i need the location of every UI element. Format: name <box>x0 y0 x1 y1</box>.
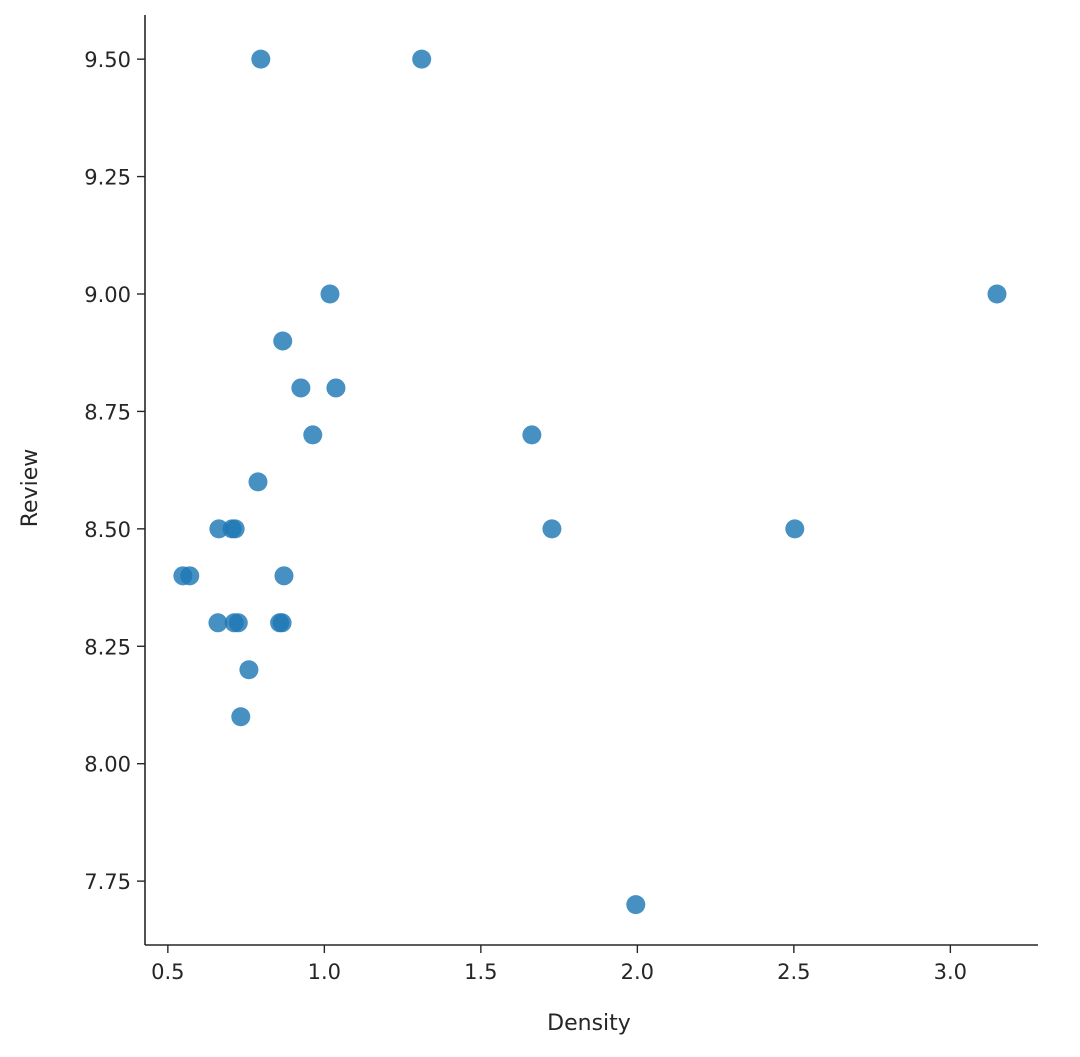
scatter-point <box>239 660 259 680</box>
y-tick-label: 8.75 <box>84 400 131 424</box>
data-points <box>173 49 1007 915</box>
y-axis-ticks: 7.75 8.00 8.25 8.50 8.75 9.00 9.25 9.50 <box>84 48 145 894</box>
scatter-point <box>251 49 271 69</box>
scatter-point <box>231 707 251 727</box>
scatter-point <box>273 331 293 351</box>
x-tick-label: 3.0 <box>934 960 967 984</box>
scatter-point <box>522 425 542 445</box>
y-tick-label: 8.50 <box>84 518 131 542</box>
scatter-point <box>785 519 805 539</box>
x-tick-label: 2.0 <box>621 960 654 984</box>
scatter-point <box>274 566 294 586</box>
x-tick-label: 2.5 <box>777 960 810 984</box>
scatter-point <box>326 378 346 398</box>
x-axis-label: Density <box>547 1011 631 1036</box>
scatter-point <box>320 284 340 304</box>
x-tick-label: 1.5 <box>464 960 497 984</box>
y-tick-label: 8.00 <box>84 753 131 777</box>
scatter-point <box>987 284 1007 304</box>
y-tick-label: 9.25 <box>84 166 131 190</box>
scatter-point <box>208 613 228 633</box>
scatter-point <box>225 519 245 539</box>
x-tick-label: 1.0 <box>308 960 341 984</box>
scatter-point <box>272 613 292 633</box>
x-tick-label: 0.5 <box>151 960 184 984</box>
y-tick-label: 9.50 <box>84 48 131 72</box>
y-tick-label: 7.75 <box>84 870 131 894</box>
y-tick-label: 8.25 <box>84 635 131 659</box>
x-axis-ticks: 0.5 1.0 1.5 2.0 2.5 3.0 <box>151 945 967 984</box>
scatter-point <box>626 895 646 915</box>
scatter-point <box>228 613 248 633</box>
scatter-point <box>412 49 432 69</box>
scatter-point <box>180 566 200 586</box>
scatter-point <box>209 519 229 539</box>
scatter-point <box>248 472 268 492</box>
scatter-point <box>291 378 311 398</box>
y-axis-label: Review <box>18 449 43 528</box>
scatter-point <box>542 519 562 539</box>
scatter-point <box>303 425 323 445</box>
y-tick-label: 9.00 <box>84 283 131 307</box>
